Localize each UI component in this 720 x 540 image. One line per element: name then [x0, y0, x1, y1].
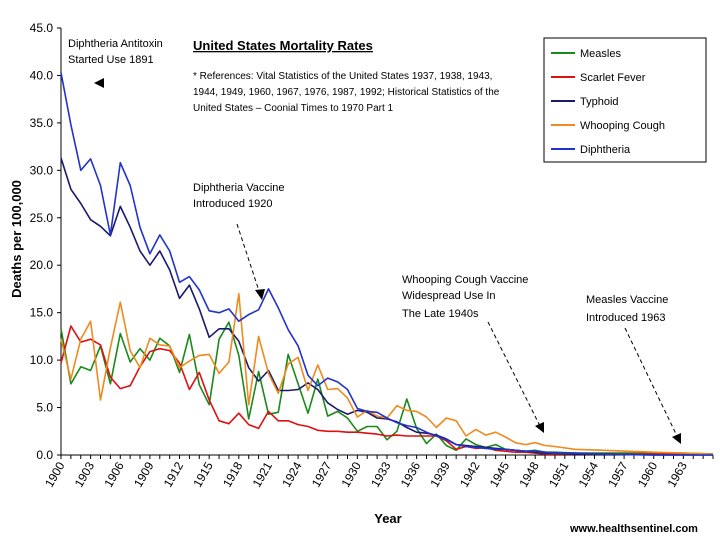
- y-axis-title: Deaths per 100,000: [9, 180, 24, 298]
- y-tick-label: 15.0: [30, 306, 54, 320]
- legend: Measles Scarlet Fever Typhoid Whooping C…: [543, 37, 707, 163]
- series-line-scarlet-fever: [60, 325, 713, 455]
- x-tick-label: 1930: [338, 459, 364, 489]
- x-tick-label: 1921: [250, 459, 276, 489]
- x-tick-label: 1963: [664, 459, 690, 489]
- annotation-whooping-line-3: The Late 1940s: [402, 308, 479, 320]
- x-tick-label: 1942: [457, 459, 483, 489]
- references-line-2: 1944, 1949, 1960, 1967, 1976, 1987, 1992…: [193, 87, 500, 98]
- legend-label-whooping-cough: Whooping Cough: [580, 120, 665, 132]
- series-line-whooping-cough: [60, 292, 714, 455]
- series-line-diphtheria: [60, 72, 713, 456]
- x-tick-label: 1912: [161, 459, 187, 489]
- y-tick-label: 0.0: [36, 448, 53, 462]
- x-tick-label: 1939: [427, 459, 453, 489]
- annotation-antitoxin-line-1: Diphtheria Antitoxin: [68, 38, 163, 50]
- annotation-antitoxin-arrow: [94, 78, 104, 88]
- x-tick-label: 1927: [309, 459, 335, 489]
- y-tick-label: 40.0: [30, 68, 54, 82]
- chart-title: United States Mortality Rates: [193, 38, 373, 53]
- annotation-measles-line-1: Measles Vaccine: [586, 294, 668, 306]
- x-tick-label: 1933: [368, 459, 394, 489]
- x-tick-label: 1948: [516, 459, 542, 489]
- annotation-measles-arrow-line: [624, 327, 678, 437]
- legend-label-typhoid: Typhoid: [580, 96, 619, 108]
- legend-label-measles: Measles: [580, 48, 621, 60]
- y-tick-label: 20.0: [30, 258, 54, 272]
- annotation-whooping-line-2: Widespread Use In: [402, 290, 496, 302]
- y-tick-label: 45.0: [30, 21, 54, 35]
- y-tick-label: 10.0: [30, 353, 54, 367]
- x-tick-label: 1960: [635, 459, 661, 489]
- x-tick-label: 1918: [220, 459, 246, 489]
- x-tick-label: 1915: [190, 459, 216, 489]
- x-tick-label: 1900: [42, 459, 68, 489]
- legend-label-diphtheria: Diphtheria: [580, 144, 631, 156]
- y-tick-label: 25.0: [30, 211, 54, 225]
- y-tick-label: 30.0: [30, 163, 54, 177]
- references-line-1: * References: Vital Statistics of the Un…: [193, 71, 492, 82]
- references-line-3: United States – Coonial Times to 1970 Pa…: [193, 103, 394, 114]
- series-line-measles: [60, 321, 714, 455]
- source-credit[interactable]: www.healthsentinel.com: [569, 523, 698, 535]
- x-tick-label: 1945: [487, 459, 513, 489]
- x-tick-label: 1924: [279, 459, 305, 489]
- annotation-whooping-arrow-line: [487, 321, 541, 427]
- y-tick-label: 5.0: [36, 401, 53, 415]
- x-tick-label: 1909: [131, 459, 157, 489]
- series-line-typhoid: [60, 157, 713, 456]
- x-tick-label: 1936: [398, 459, 424, 489]
- annotation-measles-line-2: Introduced 1963: [586, 312, 666, 324]
- annotation-dip-vaccine-line-2: Introduced 1920: [193, 198, 273, 210]
- series-layer: [60, 72, 714, 456]
- y-tick-label: 35.0: [30, 116, 54, 130]
- annotation-whooping-arrowhead: [535, 422, 544, 433]
- annotation-whooping-line-1: Whooping Cough Vaccine: [402, 274, 528, 286]
- x-tick-label: 1903: [72, 459, 98, 489]
- annotation-dip-vaccine-arrow-line: [236, 223, 261, 295]
- annotation-dip-vaccine-line-1: Diphtheria Vaccine: [193, 182, 285, 194]
- x-axis-title: Year: [374, 511, 401, 526]
- legend-label-scarlet-fever: Scarlet Fever: [580, 72, 646, 84]
- x-tick-label: 1951: [546, 459, 572, 489]
- x-tick-label: 1906: [101, 459, 127, 489]
- x-tick-label: 1954: [576, 459, 602, 489]
- annotation-measles-arrowhead: [672, 433, 681, 444]
- annotation-dip-vaccine-arrowhead: [255, 289, 265, 300]
- x-tick-label: 1957: [605, 459, 631, 489]
- annotation-antitoxin-line-2: Started Use 1891: [68, 54, 154, 66]
